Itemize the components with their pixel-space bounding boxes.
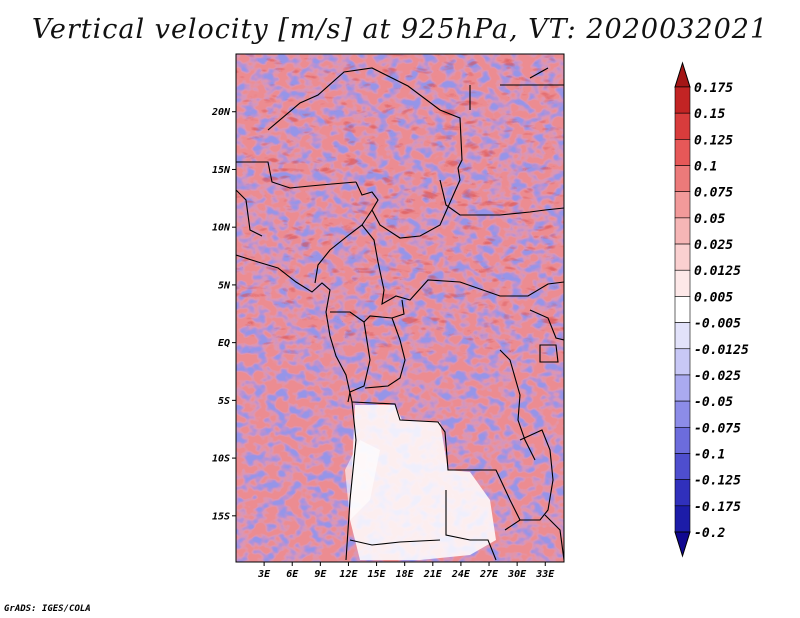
colorbar-label: 0.025 <box>694 238 733 253</box>
latitude-axis: 20N 15N 10N 5N EQ 5S 10S 15S <box>211 107 236 522</box>
colorbar-swatch <box>674 505 691 533</box>
colorbar-swatch <box>674 322 691 350</box>
lat-tick-label: 10N <box>212 223 231 234</box>
colorbar: 0.175 0.15 0.125 0.1 0.075 0.05 0.025 0.0125 0.0… <box>674 61 749 558</box>
colorbar-label: -0.125 <box>694 474 741 489</box>
lat-tick-label: 15N <box>212 165 231 176</box>
plot-frame <box>235 53 565 563</box>
lon-tick-label: 6E <box>286 569 299 580</box>
colorbar-label: 0.005 <box>694 290 733 305</box>
colorbar-swatch <box>674 86 691 114</box>
colorbar-label: -0.0125 <box>694 343 749 358</box>
colorbar-label: -0.2 <box>694 526 725 541</box>
grads-credit: GrADS: IGES/COLA <box>4 604 91 614</box>
lon-tick-label: 12E <box>339 569 358 580</box>
colorbar-label: -0.05 <box>694 395 733 410</box>
colorbar-label: -0.075 <box>694 421 741 436</box>
colorbar-swatch <box>674 243 691 271</box>
lon-tick-label: 24E <box>451 569 471 580</box>
colorbar-swatch <box>674 112 691 140</box>
colorbar-label: 0.05 <box>694 212 725 227</box>
lon-tick-label: 9E <box>314 569 327 580</box>
lat-tick-label: 15S <box>212 511 230 522</box>
lat-tick-label: 5N <box>218 280 231 291</box>
colorbar-swatch <box>674 217 691 245</box>
lon-tick-label: 33E <box>535 569 555 580</box>
longitude-axis: 3E 6E 9E 12E 15E 18E 21E 24E 27E 30E 33E <box>257 562 555 580</box>
colorbar-max-triangle <box>674 61 691 88</box>
lon-tick-label: 21E <box>423 569 443 580</box>
colorbar-label: 0.075 <box>694 186 733 201</box>
colorbar-label: 0.15 <box>694 107 725 122</box>
lon-tick-label: 15E <box>368 569 387 580</box>
lon-tick-label: 3E <box>257 569 271 580</box>
colorbar-swatch <box>674 479 691 507</box>
colorbar-label: 0.175 <box>694 81 733 96</box>
lat-tick-label: EQ <box>218 338 230 349</box>
colorbar-swatch <box>674 269 691 297</box>
lat-tick-label: 20N <box>211 107 231 118</box>
lon-tick-label: 18E <box>396 569 415 580</box>
lon-tick-label: 30E <box>507 569 527 580</box>
colorbar-label: -0.005 <box>694 317 741 332</box>
colorbar-label: 0.1 <box>694 160 717 175</box>
colorbar-swatch <box>674 453 691 480</box>
colorbar-swatch <box>674 139 691 166</box>
colorbar-min-triangle <box>674 531 691 558</box>
lon-tick-label: 27E <box>479 569 499 580</box>
colorbar-label: -0.1 <box>694 447 725 462</box>
colorbar-swatch <box>674 296 691 323</box>
colorbar-swatch <box>674 400 691 428</box>
colorbar-swatch <box>674 426 691 454</box>
colorbar-label: -0.025 <box>694 369 741 384</box>
colorbar-swatch <box>674 191 691 219</box>
colorbar-label: -0.175 <box>694 500 741 515</box>
colorbar-label: 0.0125 <box>694 264 741 279</box>
velocity-field <box>236 54 564 562</box>
lat-tick-label: 5S <box>218 396 230 407</box>
lat-tick-label: 10S <box>212 454 230 465</box>
chart-title: Vertical velocity [m/s] at 925hPa, VT: 2… <box>31 14 769 45</box>
colorbar-swatch <box>674 165 691 193</box>
colorbar-label: 0.125 <box>694 133 733 148</box>
country-borders <box>236 67 564 561</box>
colorbar-swatch <box>674 348 691 376</box>
colorbar-swatch <box>674 374 691 402</box>
